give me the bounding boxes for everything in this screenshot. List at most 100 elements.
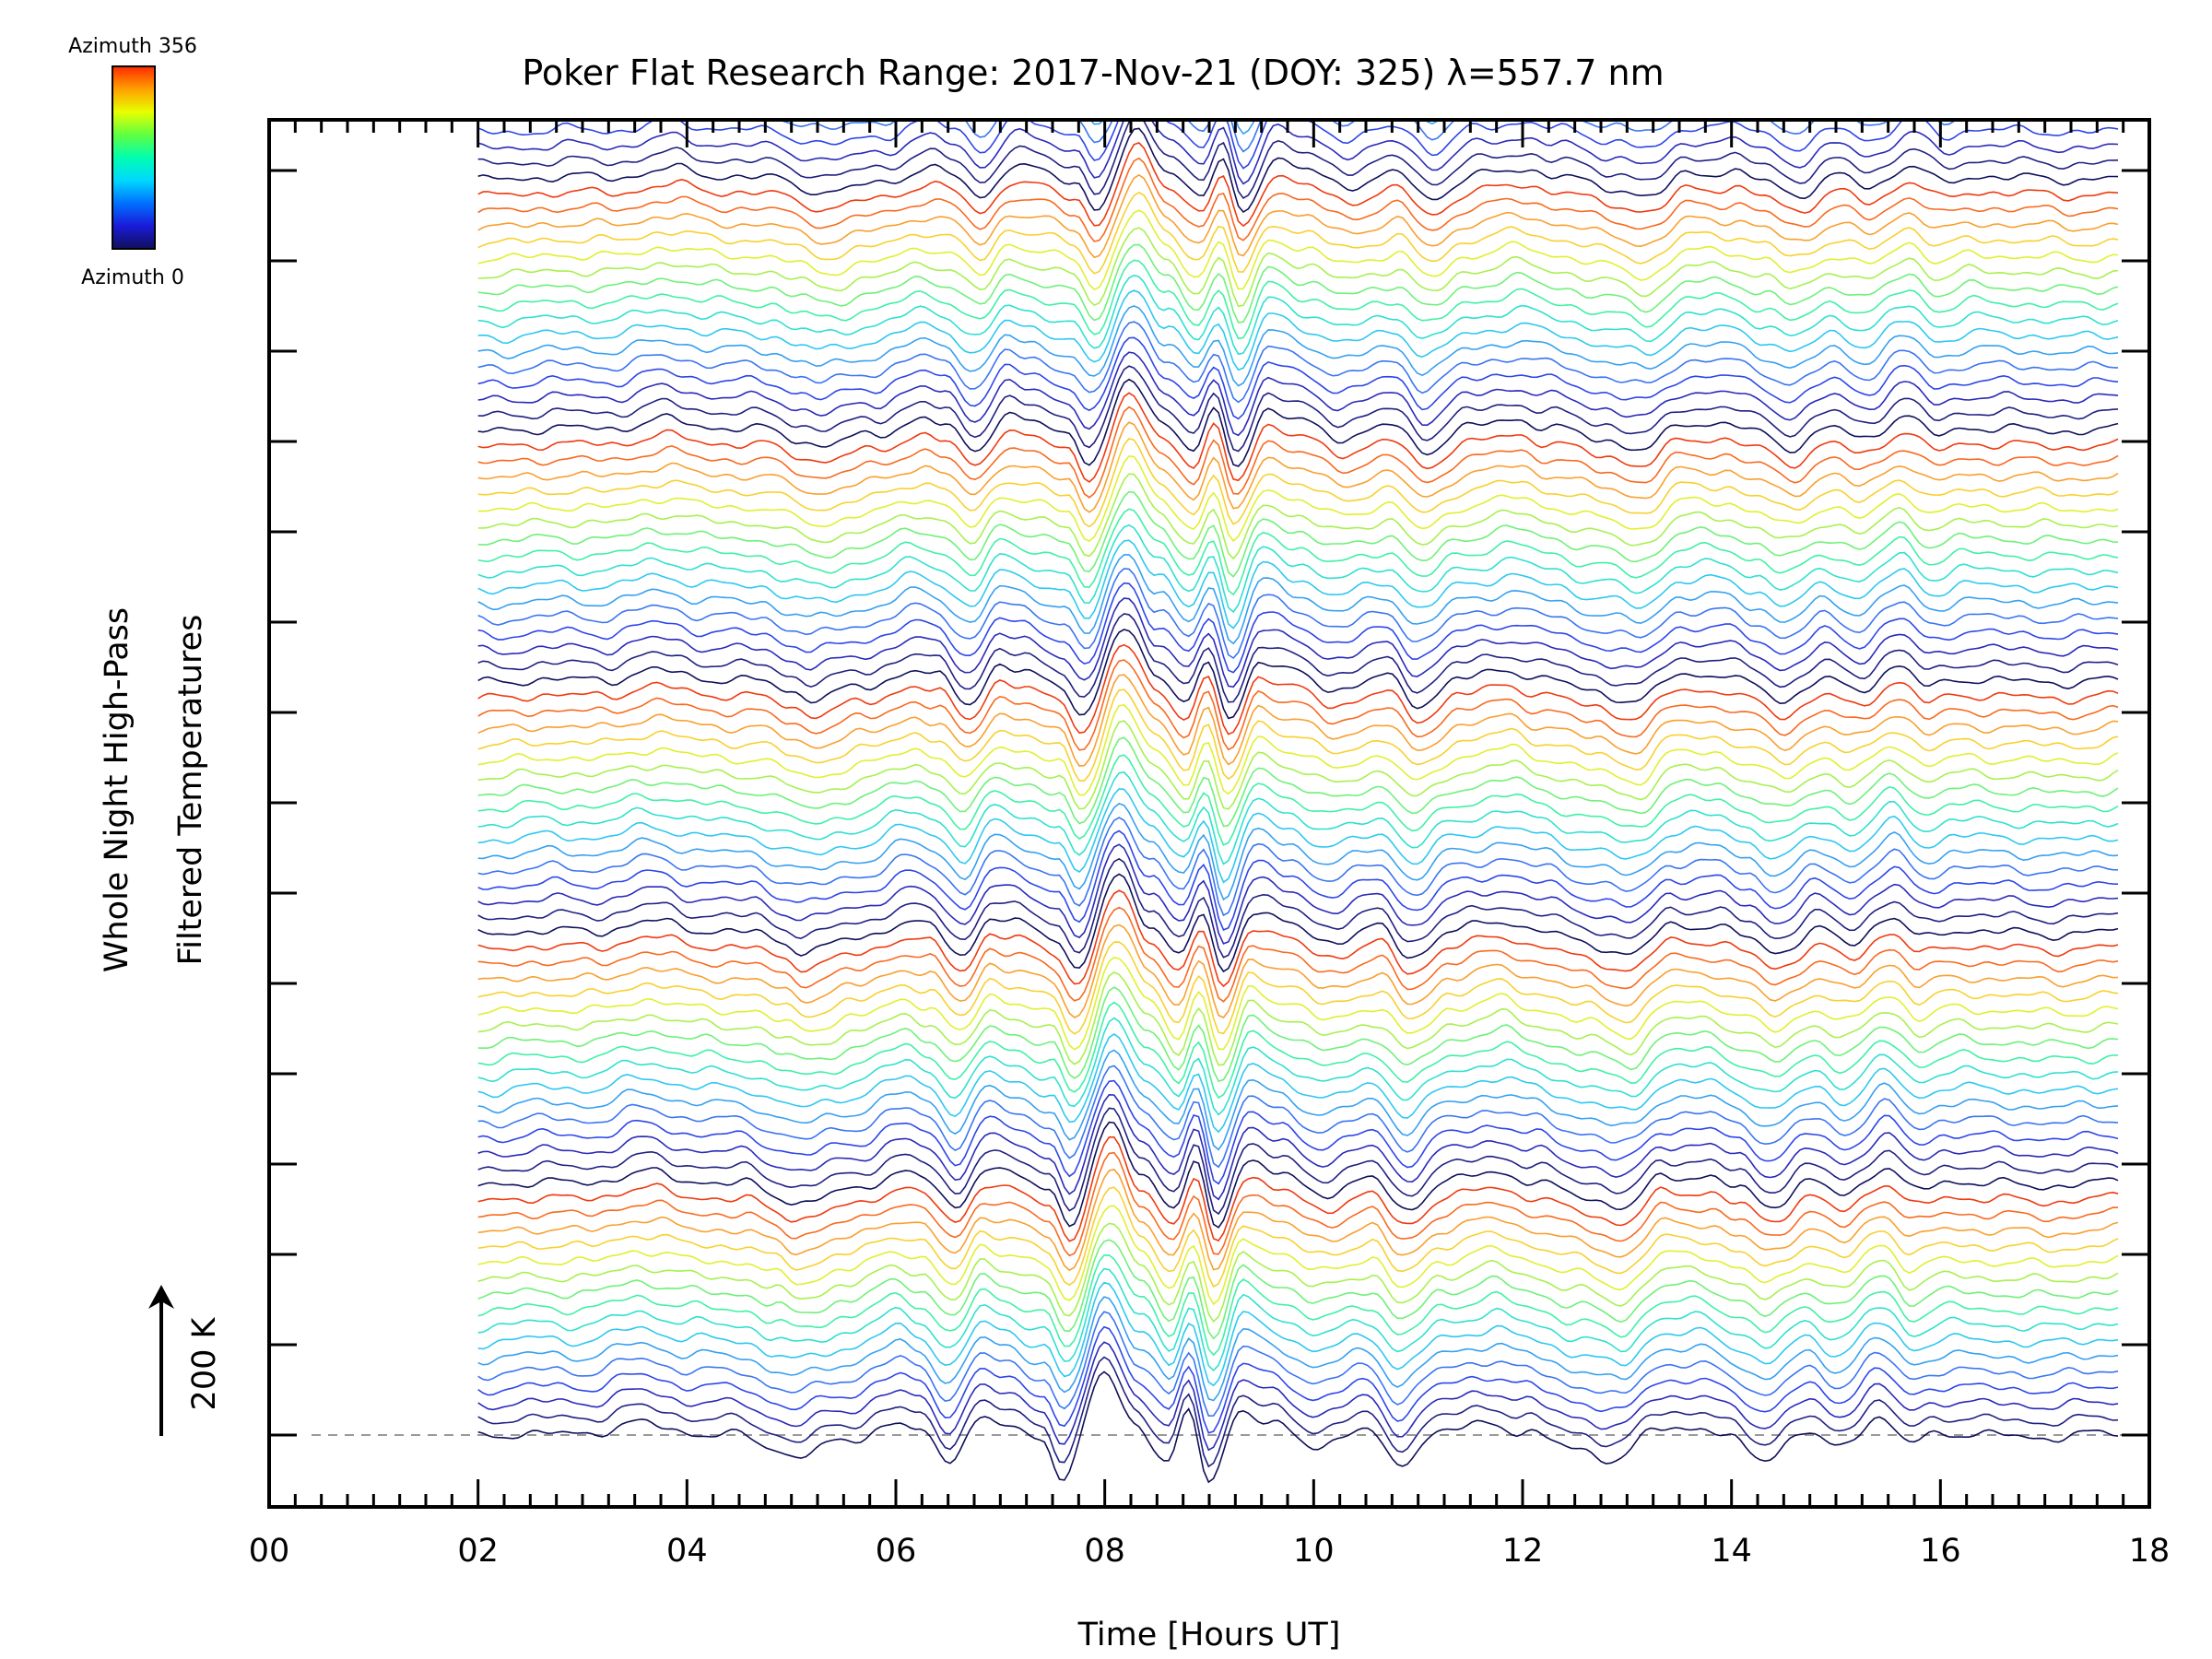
temperature-trace [477, 365, 2119, 453]
x-tick-label: 14 [1711, 1533, 1752, 1570]
temperature-trace [477, 227, 2119, 308]
scale-bar-label: 200 K [186, 1317, 223, 1411]
x-tick-label: 06 [876, 1533, 917, 1570]
temperature-trace [477, 120, 2119, 185]
temperature-trace [477, 1186, 2119, 1288]
x-tick-label: 08 [1084, 1533, 1125, 1570]
temperature-trace [477, 736, 2119, 828]
x-tick-label: 02 [457, 1533, 499, 1570]
temperature-trace [478, 0, 2118, 37]
temperature-trace [477, 674, 2119, 767]
chart-title: Poker Flat Research Range: 2017-Nov-21 (… [522, 53, 1664, 93]
temperature-trace [477, 120, 2119, 200]
temperature-trace [477, 473, 2119, 560]
temperature-trace [477, 1065, 2119, 1169]
temperature-trace [478, 0, 2118, 21]
temperature-trace [477, 406, 2119, 499]
temperature-trace [477, 1222, 2119, 1324]
temperature-trace [477, 437, 2119, 528]
temperature-trace [477, 924, 2119, 1018]
temperature-trace [477, 554, 2119, 645]
temperature-trace [477, 259, 2119, 340]
temperature-trace [477, 659, 2119, 751]
colorbar: Azimuth 356 Azimuth 0 [68, 35, 197, 289]
temperature-trace [477, 788, 2119, 884]
temperature-trace [477, 802, 2119, 901]
temperature-trace [477, 336, 2119, 420]
temperature-trace [477, 321, 2119, 404]
temperature-trace [477, 830, 2119, 931]
y-axis-label-line1: Whole Night High-Pass [99, 607, 135, 972]
temperature-trace [477, 1341, 2119, 1452]
x-axis-ticks [267, 120, 2151, 1507]
temperature-trace [477, 720, 2119, 810]
temperature-trace [477, 191, 2119, 275]
temperature-trace [477, 173, 2119, 259]
temperature-trace [477, 971, 2119, 1066]
temperature-trace [477, 703, 2119, 796]
x-tick-label: 18 [2129, 1533, 2171, 1570]
temperature-trace [477, 889, 2119, 988]
temperature-trace [477, 843, 2119, 945]
temperature-trace [477, 209, 2119, 291]
x-tick-label: 10 [1293, 1533, 1335, 1570]
x-tick-label: 04 [666, 1533, 708, 1570]
temperature-trace [477, 490, 2119, 578]
temperature-trace [477, 305, 2119, 387]
temperature-trace [477, 243, 2119, 324]
temperature-trace [477, 688, 2119, 782]
temperature-trace [477, 141, 2119, 228]
temperature-trace [477, 1121, 2119, 1229]
temperature-trace [477, 1001, 2119, 1100]
x-axis-label: Time [Hours UT] [1077, 1617, 1341, 1653]
temperature-trace [477, 508, 2119, 596]
colorbar-top-label: Azimuth 356 [68, 35, 197, 58]
temperature-trace [477, 274, 2119, 356]
scale-bar-arrow-head [148, 1285, 174, 1309]
temperature-trace [477, 1079, 2119, 1185]
temperature-trace [477, 857, 2119, 959]
temperature-trace [477, 873, 2119, 973]
temperature-trace [477, 127, 2119, 214]
temperature-trace [477, 1205, 2119, 1306]
y-axis-label-line2: Filtered Temperatures [172, 615, 209, 966]
temperature-trace [477, 629, 2119, 720]
x-tick-label: 16 [1920, 1533, 1961, 1570]
temperature-trace [477, 454, 2119, 543]
temperature-trace [477, 1049, 2119, 1151]
colorbar-gradient [112, 65, 156, 250]
scale-bar: 200 K [148, 1285, 223, 1436]
temperature-trace [477, 1325, 2119, 1434]
temperature-trace [477, 613, 2119, 703]
colorbar-bottom-label: Azimuth 0 [81, 266, 184, 289]
temperature-trace [477, 1033, 2119, 1134]
temperature-trace [477, 378, 2119, 467]
temperature-trace [477, 351, 2119, 437]
temperature-trace [477, 817, 2119, 917]
temperature-trace [478, 0, 2118, 51]
temperature-trace [477, 1281, 2119, 1387]
temperature-trace [477, 1239, 2119, 1340]
temperature-trace [477, 597, 2119, 688]
x-axis-tick-labels: 00 02 04 06 08 10 12 14 16 18 [249, 1533, 2171, 1570]
temperature-trace [477, 539, 2119, 629]
temperature-trace [477, 568, 2119, 660]
temperature-trace [477, 1296, 2119, 1402]
temperature-trace [477, 1107, 2119, 1216]
x-tick-label: 12 [1502, 1533, 1544, 1570]
temperature-trace [477, 524, 2119, 614]
temperature-trace [477, 289, 2119, 371]
temperature-trace [477, 1151, 2119, 1257]
temperature-trace [477, 1093, 2119, 1201]
temperature-trace [477, 1017, 2119, 1116]
temperature-trace [477, 421, 2119, 513]
temperature-trace [477, 941, 2119, 1035]
temperature-trace [477, 1136, 2119, 1242]
x-tick-label: 00 [249, 1533, 290, 1570]
temperature-trace [477, 771, 2119, 865]
y-axis-ticks [269, 169, 2149, 1437]
temperature-trace [477, 582, 2119, 674]
temperature-trace [477, 906, 2119, 1003]
temperature-trace [477, 392, 2119, 483]
temperature-trace [477, 956, 2119, 1051]
